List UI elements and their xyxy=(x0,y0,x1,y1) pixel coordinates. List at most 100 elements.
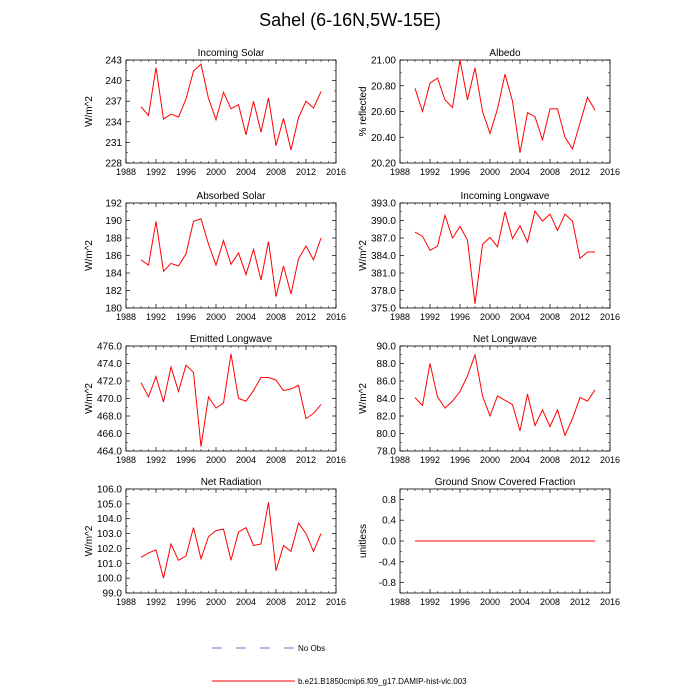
panels: Incoming Solar 1988 1992 1996 2000 2004 2008 20… xyxy=(84,48,620,607)
y-tick-label: 84.0 xyxy=(377,394,397,405)
x-tick-label: 2000 xyxy=(206,312,226,322)
x-tick-label: 2000 xyxy=(480,597,500,607)
y-tick-label: 472.0 xyxy=(97,377,122,388)
panel-6: Net Longwave 1988 1992 1996 2000 2004 2008 2012… xyxy=(358,334,620,465)
y-tick-label: 384.0 xyxy=(371,251,396,262)
y-tick-label: 101.0 xyxy=(97,559,122,570)
y-tick-label: 180 xyxy=(105,304,122,315)
y-tick-label: 393.0 xyxy=(371,199,396,210)
x-tick-label: 1992 xyxy=(146,312,166,322)
x-tick-label: 2008 xyxy=(266,455,286,465)
panel-title: Net Longwave xyxy=(473,334,537,345)
y-tick-label: 20.60 xyxy=(371,107,396,118)
y-tick-label: 468.0 xyxy=(97,412,122,423)
x-tick-label: 2012 xyxy=(296,597,316,607)
y-tick-label: 90.0 xyxy=(377,342,397,353)
x-tick-label: 2012 xyxy=(296,312,316,322)
panel-7: Net Radiation 1988 1992 1996 2000 2004 2008 201… xyxy=(84,477,346,607)
x-tick-label: 1988 xyxy=(116,312,136,322)
y-axis-label: W/m^2 xyxy=(84,96,95,127)
x-tick-label: 2012 xyxy=(570,597,590,607)
y-tick-label: 476.0 xyxy=(97,342,122,353)
x-tick-label: 2004 xyxy=(510,455,530,465)
y-tick-label: 0.4 xyxy=(382,516,396,527)
y-tick-label: 20.20 xyxy=(371,159,396,170)
x-tick-label: 1992 xyxy=(420,312,440,322)
y-tick-label: 105.0 xyxy=(97,499,122,510)
x-tick-label: 1996 xyxy=(450,455,470,465)
x-tick-label: 2004 xyxy=(510,597,530,607)
y-tick-label: 103.0 xyxy=(97,529,122,540)
y-tick-label: 184 xyxy=(105,269,122,280)
panel-title: Ground Snow Covered Fraction xyxy=(435,477,576,488)
x-tick-label: 2016 xyxy=(600,455,620,465)
series-line xyxy=(414,352,596,437)
x-tick-label: 2008 xyxy=(540,455,560,465)
y-tick-label: 21.00 xyxy=(371,56,396,67)
x-tick-label: 2004 xyxy=(236,455,256,465)
y-tick-label: 381.0 xyxy=(371,269,396,280)
x-tick-label: 2004 xyxy=(236,312,256,322)
x-tick-label: 2016 xyxy=(326,312,346,322)
x-tick-label: 1988 xyxy=(390,312,410,322)
y-axis-label: unitless xyxy=(358,524,369,558)
x-tick-label: 2000 xyxy=(480,312,500,322)
y-tick-label: 240 xyxy=(105,76,122,87)
y-tick-label: 190 xyxy=(105,216,122,227)
y-tick-label: 106.0 xyxy=(97,485,122,496)
x-tick-label: 2016 xyxy=(326,597,346,607)
legend-model-label: b.e21.B1850cmip6.f09_g17.DAMIP-hist-vlc.… xyxy=(298,677,467,686)
y-tick-label: 20.40 xyxy=(371,133,396,144)
y-tick-label: 470.0 xyxy=(97,394,122,405)
y-tick-label: 234 xyxy=(105,117,122,128)
x-tick-label: 1996 xyxy=(176,167,196,177)
x-tick-label: 2016 xyxy=(600,312,620,322)
y-axis-label: W/m^2 xyxy=(84,383,95,414)
x-tick-label: 1996 xyxy=(176,597,196,607)
y-tick-label: 78.0 xyxy=(377,447,397,458)
y-tick-label: 188 xyxy=(105,234,122,245)
x-tick-label: 2008 xyxy=(540,312,560,322)
x-tick-label: 2012 xyxy=(570,455,590,465)
series-line xyxy=(414,210,595,304)
panel-title: Absorbed Solar xyxy=(197,191,267,202)
y-tick-label: 99.0 xyxy=(103,589,123,600)
y-tick-label: 104.0 xyxy=(97,514,122,525)
x-tick-label: 2004 xyxy=(236,597,256,607)
y-tick-label: 474.0 xyxy=(97,359,122,370)
x-tick-label: 2012 xyxy=(570,312,590,322)
x-tick-label: 2012 xyxy=(296,455,316,465)
x-tick-label: 1988 xyxy=(390,167,410,177)
panel-2: Albedo 1988 1992 1996 2000 2004 2008 2012 2016 20… xyxy=(358,48,620,177)
y-tick-label: 390.0 xyxy=(371,216,396,227)
series-line xyxy=(140,63,322,151)
y-tick-label: -0.4 xyxy=(379,557,397,568)
panel-title: Incoming Longwave xyxy=(461,191,550,202)
x-tick-label: 1988 xyxy=(116,597,136,607)
x-tick-label: 2008 xyxy=(540,167,560,177)
panel-title: Albedo xyxy=(489,48,521,59)
x-tick-label: 2012 xyxy=(296,167,316,177)
panel-8: Ground Snow Covered Fraction 1988 1992 1996… xyxy=(358,477,620,607)
x-tick-label: 2016 xyxy=(326,167,346,177)
x-tick-label: 2004 xyxy=(236,167,256,177)
y-tick-label: 86.0 xyxy=(377,377,397,388)
y-axis-label: % reflected xyxy=(358,86,369,136)
y-axis-label: W/m^2 xyxy=(84,525,95,556)
y-tick-label: 0.8 xyxy=(382,495,396,506)
y-tick-label: 231 xyxy=(105,138,122,149)
x-tick-label: 1988 xyxy=(390,455,410,465)
y-axis-label: W/m^2 xyxy=(358,240,369,271)
panel-4: Incoming Longwave 1988 1992 1996 2000 2004 200… xyxy=(358,191,620,322)
x-tick-label: 1996 xyxy=(176,312,196,322)
x-tick-label: 1992 xyxy=(420,597,440,607)
y-tick-label: 378.0 xyxy=(371,286,396,297)
x-tick-label: 2008 xyxy=(266,597,286,607)
y-tick-label: 0.0 xyxy=(382,537,396,548)
x-tick-label: 1988 xyxy=(116,455,136,465)
x-tick-label: 1988 xyxy=(116,167,136,177)
y-tick-label: 182 xyxy=(105,286,122,297)
panel-title: Incoming Solar xyxy=(198,48,265,59)
x-tick-label: 1992 xyxy=(420,455,440,465)
